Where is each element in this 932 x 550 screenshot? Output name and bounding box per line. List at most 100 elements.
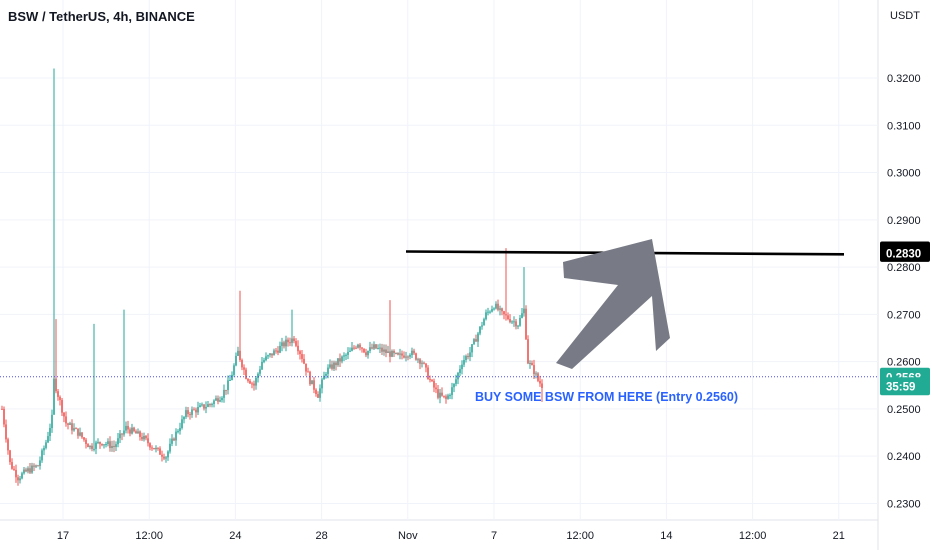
candle-body: [469, 352, 471, 358]
candle-body: [499, 308, 501, 310]
candle-body: [197, 406, 199, 413]
candle-body: [199, 405, 201, 407]
candle-body: [173, 438, 175, 441]
candle-body: [87, 444, 89, 448]
candle-body: [217, 398, 219, 402]
candle-body: [239, 350, 241, 361]
candle-body: [379, 347, 381, 349]
candle-body: [385, 349, 387, 353]
candle-body: [59, 396, 61, 401]
candle-body: [3, 408, 5, 425]
candle-body: [7, 439, 9, 451]
price-axis[interactable]: 0.3200 0.3100 0.3000 0.2900 0.2800 0.2700 0.26…: [880, 73, 930, 510]
candle-body: [487, 311, 489, 313]
candle-body: [253, 383, 255, 386]
candle-body: [131, 427, 133, 434]
candle-body: [43, 447, 45, 451]
candle-body: [211, 404, 213, 406]
candle-body: [317, 394, 319, 398]
candle-body: [311, 380, 313, 385]
candle-body: [327, 367, 329, 374]
buy-annotation[interactable]: BUY SOME BSW FROM HERE (Entry 0.2560): [475, 390, 738, 404]
candle-body: [383, 349, 385, 352]
candle-body: [353, 347, 355, 349]
candle-body: [225, 389, 227, 391]
candle-body: [149, 443, 151, 448]
candle-body: [509, 319, 511, 323]
candle-body: [355, 347, 357, 349]
candle-body: [209, 404, 211, 406]
candle-body: [347, 351, 349, 355]
candle-body: [463, 360, 465, 365]
candle-body: [159, 448, 161, 455]
candle-body: [377, 347, 379, 349]
time-tick-label: 17: [57, 530, 69, 542]
candle-body: [501, 308, 503, 312]
candle-body: [401, 353, 403, 356]
candle-body: [539, 380, 541, 384]
candle-body: [435, 387, 437, 390]
candle-body: [279, 345, 281, 353]
candle-body: [291, 338, 293, 343]
candle-body: [183, 416, 185, 420]
candle-body: [309, 371, 311, 385]
candle-body: [117, 438, 119, 445]
candle-body: [513, 321, 515, 323]
candle-body: [483, 319, 485, 326]
candle-body: [151, 447, 153, 449]
candle-body: [413, 350, 415, 354]
candle-body: [393, 350, 395, 354]
candle-body: [339, 358, 341, 362]
candle-body: [53, 378, 55, 415]
candle-body: [241, 360, 243, 368]
time-axis[interactable]: 17 12:00 24 28 Nov 7 12:00 14 12:00 21: [57, 530, 845, 542]
candle-body: [249, 380, 251, 384]
candle-body: [433, 380, 435, 388]
candle-body: [395, 352, 397, 354]
candle-body: [243, 367, 245, 370]
candle-body: [171, 438, 173, 444]
candle-body: [161, 454, 163, 457]
candle-body: [439, 392, 441, 398]
candle-body: [133, 427, 135, 432]
candle-body: [83, 437, 85, 440]
candle-body: [79, 432, 81, 436]
price-label-text: 0.2830: [886, 248, 921, 260]
candle-body: [233, 365, 235, 375]
candle-body: [505, 314, 507, 316]
candle-body: [237, 350, 239, 356]
candle-body: [125, 425, 127, 431]
candle-body: [343, 355, 345, 357]
candle-body: [103, 444, 105, 446]
candle-body: [451, 387, 453, 396]
candle-body: [261, 361, 263, 370]
candle-body: [169, 443, 171, 452]
candle-body: [449, 395, 451, 397]
up-arrow: [556, 239, 670, 369]
candle-body: [245, 369, 247, 379]
candle-body: [27, 468, 29, 472]
candle-body: [399, 353, 401, 355]
candle-body: [299, 351, 301, 355]
candle-body: [351, 347, 353, 351]
candle-body: [357, 344, 359, 348]
candle-body: [533, 365, 535, 375]
candle-body: [165, 457, 167, 459]
candle-body: [235, 355, 237, 366]
candle-body: [373, 344, 375, 349]
candle-body: [331, 364, 333, 369]
price-tick-label: 0.3100: [887, 120, 921, 132]
candle-body: [321, 379, 323, 389]
candle-body: [35, 465, 37, 467]
candle-body: [465, 355, 467, 361]
candle-body: [65, 416, 67, 424]
candle-body: [147, 438, 149, 444]
candle-body: [507, 315, 509, 320]
candle-body: [475, 339, 477, 342]
candle-body: [301, 354, 303, 359]
candle-body: [189, 414, 191, 416]
candle-body: [21, 473, 23, 479]
time-tick-label: 14: [660, 530, 672, 542]
candle-body: [491, 309, 493, 312]
